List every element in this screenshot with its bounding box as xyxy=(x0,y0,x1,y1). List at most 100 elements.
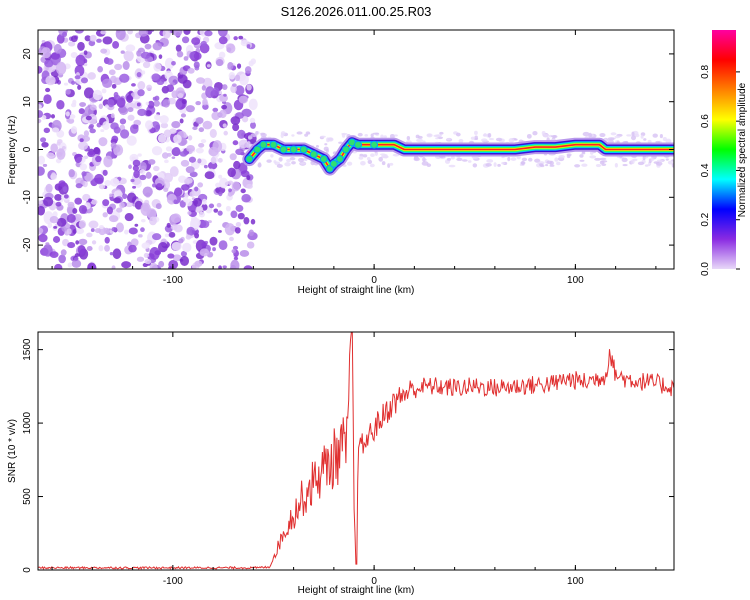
noise-speckle xyxy=(209,236,218,246)
noise-speckle xyxy=(238,162,248,174)
noise-speckle xyxy=(201,198,207,205)
track-halo-speckle xyxy=(414,155,418,160)
track-halo-speckle xyxy=(626,134,632,137)
noise-speckle xyxy=(52,211,58,218)
noise-speckle xyxy=(38,155,46,165)
noise-speckle xyxy=(217,30,228,37)
noise-speckle xyxy=(46,152,55,159)
noise-speckle xyxy=(213,208,219,213)
noise-speckle xyxy=(75,240,80,245)
noise-speckle xyxy=(113,94,121,101)
noise-speckle xyxy=(111,83,117,89)
noise-speckle xyxy=(137,81,146,90)
noise-speckle xyxy=(192,126,198,131)
noise-speckle xyxy=(241,193,251,203)
noise-speckle xyxy=(182,242,192,253)
noise-speckle xyxy=(132,165,140,172)
colorbar-bar xyxy=(712,30,736,269)
noise-speckle xyxy=(173,199,178,204)
noise-speckle xyxy=(66,214,76,223)
noise-speckle xyxy=(80,77,89,84)
track-halo-speckle xyxy=(367,159,373,165)
noise-speckle xyxy=(63,82,69,86)
noise-speckle xyxy=(98,137,108,147)
track-halo-speckle xyxy=(389,162,394,166)
signal-track-point xyxy=(289,145,298,154)
noise-speckle xyxy=(221,104,228,110)
noise-speckle xyxy=(103,227,110,235)
noise-speckle xyxy=(137,153,142,157)
noise-speckle xyxy=(136,102,141,107)
noise-speckle xyxy=(112,248,122,260)
noise-speckle xyxy=(119,202,125,209)
noise-speckle xyxy=(185,166,195,174)
noise-speckle xyxy=(122,193,128,200)
track-halo-speckle xyxy=(358,156,364,160)
noise-speckle xyxy=(104,244,110,252)
noise-speckle xyxy=(102,121,110,131)
signal-track xyxy=(242,135,674,176)
noise-speckle xyxy=(109,193,113,197)
noise-speckle xyxy=(202,98,208,106)
noise-speckle xyxy=(229,153,237,161)
noise-speckle xyxy=(38,233,48,243)
track-halo-speckle xyxy=(542,134,549,138)
noise-speckle xyxy=(230,210,238,219)
noise-speckle xyxy=(41,40,46,44)
track-halo-speckle xyxy=(665,158,669,161)
spectrogram-y-axis-label: Frequency (Hz) xyxy=(7,116,18,185)
noise-speckle xyxy=(74,154,82,164)
noise-speckle xyxy=(108,215,119,223)
track-halo-speckle xyxy=(637,161,645,166)
noise-speckle xyxy=(54,263,63,269)
noise-speckle xyxy=(70,35,78,43)
noise-speckle xyxy=(141,70,146,75)
signal-track-point xyxy=(253,145,262,154)
noise-speckle xyxy=(164,233,170,238)
noise-speckle xyxy=(243,216,250,225)
noise-speckle xyxy=(241,115,249,123)
track-halo-speckle xyxy=(370,133,374,138)
noise-speckle xyxy=(152,96,157,101)
track-halo-speckle xyxy=(594,157,601,161)
track-halo-speckle xyxy=(394,134,398,137)
noise-speckle xyxy=(238,35,244,40)
noise-speckle xyxy=(175,44,182,52)
noise-speckle xyxy=(67,241,76,249)
track-halo-speckle xyxy=(556,161,561,166)
noise-speckle xyxy=(178,238,184,244)
noise-speckle xyxy=(234,227,241,234)
track-halo-speckle xyxy=(514,138,518,141)
track-halo-speckle xyxy=(458,138,464,143)
noise-speckle xyxy=(206,64,211,68)
noise-speckle xyxy=(101,88,107,94)
track-halo-speckle xyxy=(495,137,503,142)
noise-speckle xyxy=(126,94,134,103)
track-halo-speckle xyxy=(501,161,505,165)
colorbar-ticks: 0.0 0.2 0.4 0.6 0.8 xyxy=(700,64,740,276)
noise-speckle xyxy=(231,83,237,87)
noise-speckle xyxy=(121,261,132,269)
noise-speckle xyxy=(181,36,190,44)
track-halo-speckle xyxy=(422,157,426,162)
noise-speckle xyxy=(193,52,202,60)
noise-speckle xyxy=(195,77,206,84)
noise-speckle xyxy=(204,30,213,37)
noise-speckle xyxy=(56,33,65,44)
noise-speckle xyxy=(41,141,49,148)
noise-speckle xyxy=(179,118,184,124)
noise-speckle xyxy=(157,133,167,143)
noise-speckle xyxy=(127,30,133,35)
noise-speckle xyxy=(179,258,184,262)
track-halo-speckle xyxy=(643,138,647,141)
noise-speckle xyxy=(218,51,226,59)
track-halo-speckle xyxy=(364,134,368,137)
track-halo-speckle xyxy=(610,132,617,136)
noise-speckle xyxy=(43,94,52,105)
noise-speckle xyxy=(164,159,169,164)
noise-speckle xyxy=(110,177,120,187)
noise-speckle xyxy=(127,107,134,113)
noise-speckle xyxy=(43,127,51,134)
spectrogram-x-ticks: -100 0 100 xyxy=(51,30,657,286)
